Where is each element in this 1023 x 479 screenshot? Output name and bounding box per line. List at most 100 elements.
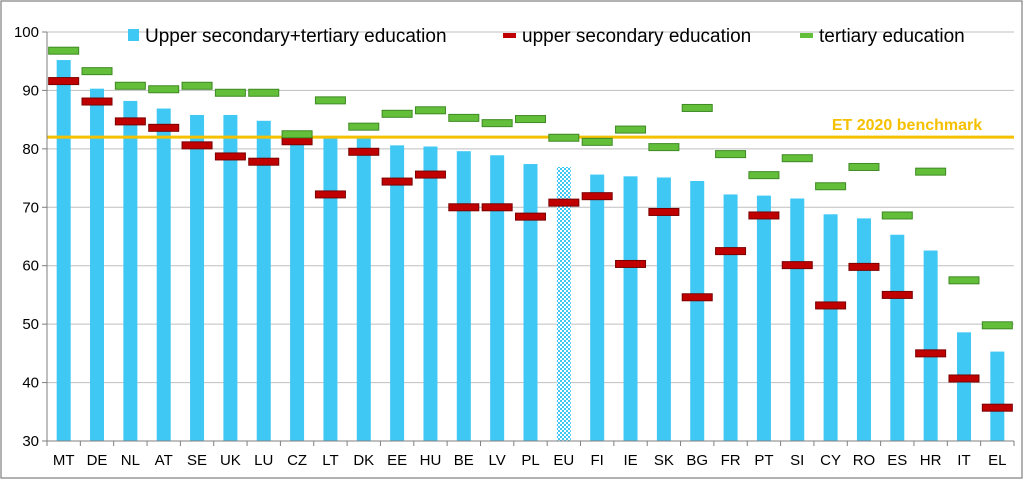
y-tick-label: 100 [14,24,39,41]
bar-es [890,234,905,441]
bar-sk [656,177,671,442]
y-tick-label: 40 [22,375,39,392]
y-tick-label: 70 [22,199,39,216]
y-tick-label: 30 [22,433,39,450]
x-tick-label-hr: HR [920,452,942,469]
tertiary-education-marker-hu [414,106,446,115]
x-tick-label-cz: CZ [287,452,307,469]
legend-bar-swatch [128,29,139,41]
upper-secondary-education-marker-ie [615,259,647,268]
tertiary-education-marker-cy [815,182,847,191]
bar-hr [923,250,938,441]
upper-secondary-education-marker-el [981,403,1013,412]
upper-secondary-education-marker-uk [214,152,246,161]
bar-uk [223,114,238,442]
bar-pt [756,195,771,441]
upper-secondary-education-marker-se [181,141,213,150]
bar-lt [323,138,338,441]
x-tick-label-ie: IE [623,452,637,469]
legend-label-upper-secondary: upper secondary education [522,26,751,47]
upper-secondary-education-marker-eu [548,198,580,207]
tertiary-education-marker-si [781,154,813,163]
tertiary-education-marker-dk [348,122,380,131]
x-tick-label-lu: LU [254,452,273,469]
bar-bg [690,180,705,441]
y-tick-label: 80 [22,141,39,158]
upper-secondary-education-marker-mt [48,77,80,86]
x-tick-label-lt: LT [322,452,338,469]
x-tick-label-es: ES [887,452,907,469]
tertiary-education-marker-nl [114,81,146,90]
tertiary-education-marker-pl [515,115,546,124]
tertiary-education-marker-pt [748,171,780,180]
upper-secondary-education-marker-cy [815,301,847,310]
y-tick-label: 50 [22,316,39,333]
x-tick-label-si: SI [790,452,804,469]
tertiary-education-marker-es [881,211,913,220]
x-tick-label-dk: DK [353,452,374,469]
tertiary-education-marker-fi [581,137,613,146]
bar-pl [523,164,538,441]
upper-secondary-education-marker-de [81,97,113,106]
upper-secondary-education-marker-lv [481,203,513,212]
tertiary-education-marker-ie [615,125,647,134]
bar-eu [556,166,571,441]
upper-secondary-education-marker-be [448,203,480,212]
tertiary-education-marker-sk [648,143,680,152]
bar-lu [256,120,271,441]
bar-mt [56,60,71,441]
upper-secondary-education-marker-es [881,290,913,299]
upper-secondary-education-marker-hr [915,349,947,358]
x-tick-label-lv: LV [489,452,506,469]
tertiary-education-marker-lu [248,88,280,97]
x-tick-label-de: DE [87,452,108,469]
tertiary-education-marker-ro [848,162,880,171]
marker-series [48,46,1013,412]
tertiary-education-marker-eu [548,133,580,142]
legend-tertiary-swatch [800,33,813,38]
bar-fr [723,194,738,441]
upper-secondary-education-marker-fi [581,192,613,201]
tertiary-education-marker-be [448,113,480,122]
bar-si [790,198,805,441]
upper-secondary-education-marker-at [148,123,180,132]
x-tick-label-at: AT [155,452,173,469]
benchmark-label: ET 2020 benchmark [832,117,982,134]
x-tick-label-pt: PT [754,452,773,469]
bar-de [90,88,105,441]
x-tick-label-eu: EU [553,452,574,469]
tertiary-education-marker-cz [281,130,313,139]
upper-secondary-education-marker-cz [281,137,313,146]
x-axis-ticks: MT DE NL AT SE UK LU CZ LT DK EE HU BE LV PL EU FI IE SK BG… [46,441,1015,469]
upper-secondary-education-marker-lu [248,157,280,166]
x-tick-label-it: IT [957,452,970,469]
bar-hu [423,146,438,441]
upper-secondary-education-marker-pl [515,212,546,221]
bar-ie [623,176,638,441]
bar-nl [123,100,138,442]
bar-at [156,108,171,441]
bar-ee [390,145,405,441]
bar-be [456,151,471,442]
upper-secondary-education-marker-ro [848,262,880,271]
tertiary-education-marker-de [81,67,113,76]
bar-series [56,60,1005,442]
axes [46,32,1014,442]
tertiary-education-marker-se [181,81,213,90]
legend-label-tertiary: tertiary education [819,26,965,47]
upper-secondary-education-marker-bg [681,293,713,302]
bar-el [990,351,1005,441]
bar-fi [590,174,605,441]
x-tick-label-fi: FI [591,452,604,469]
y-tick-label: 60 [22,258,39,275]
upper-secondary-education-marker-dk [348,147,380,156]
tertiary-education-marker-hr [915,167,947,176]
x-tick-label-hu: HU [420,452,442,469]
legend-label-upper-secondary-tertiary: Upper secondary+tertiary education [145,26,447,47]
x-tick-label-se: SE [187,452,207,469]
tertiary-education-marker-it [948,276,980,285]
tertiary-education-marker-ee [381,109,413,118]
